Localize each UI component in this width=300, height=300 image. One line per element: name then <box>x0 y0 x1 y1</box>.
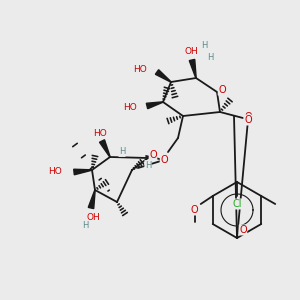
Polygon shape <box>146 102 163 109</box>
Text: OH: OH <box>184 47 198 56</box>
Text: H: H <box>207 53 213 62</box>
Text: H: H <box>145 160 151 169</box>
Text: O: O <box>160 155 168 165</box>
Text: HO: HO <box>48 167 62 176</box>
Text: HO: HO <box>133 65 147 74</box>
Polygon shape <box>100 140 110 157</box>
Text: HO: HO <box>123 103 137 112</box>
Polygon shape <box>74 169 92 175</box>
Polygon shape <box>155 70 171 82</box>
Text: O: O <box>149 150 157 160</box>
Text: OH: OH <box>86 212 100 221</box>
Text: O: O <box>244 112 252 122</box>
Text: O: O <box>239 225 247 235</box>
Text: Cl: Cl <box>232 199 242 209</box>
Text: H: H <box>201 41 207 50</box>
Text: O: O <box>218 85 226 95</box>
Polygon shape <box>189 59 196 78</box>
Text: H: H <box>82 221 88 230</box>
Text: O: O <box>244 115 252 125</box>
Text: O: O <box>191 205 199 215</box>
Text: H: H <box>119 148 125 157</box>
Polygon shape <box>88 190 95 208</box>
Text: HO: HO <box>93 128 107 137</box>
